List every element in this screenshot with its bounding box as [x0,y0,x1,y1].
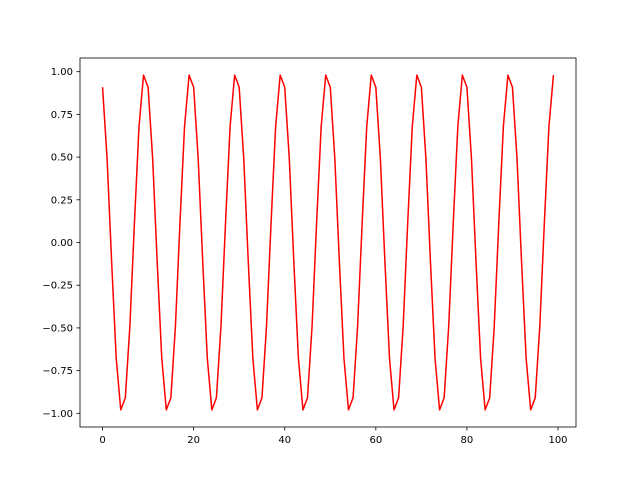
y-tick-label: 0.50 [51,153,73,164]
series-lines [101,74,555,411]
x-tick-label: 80 [461,435,474,446]
x-tick-label: 0 [99,435,105,446]
x-tick-label: 100 [548,435,567,446]
y-tick-label: −1.00 [42,409,73,420]
ticks: 0 20 40 60 80 100 1.00 0.75 0.50 0.25 0.00 −0.25 −0.… [42,67,567,446]
y-tick-label: 0.00 [51,238,73,249]
x-tick-label: 20 [187,435,200,446]
y-tick-label: −0.50 [42,323,73,334]
y-tick-label: 0.25 [51,195,73,206]
y-tick-label: 0.75 [51,110,73,121]
y-tick-label: −0.75 [42,366,73,377]
x-tick-label: 40 [278,435,291,446]
series-line [101,74,555,411]
axes-frame [79,57,577,428]
x-tick-label: 60 [369,435,382,446]
y-tick-label: −0.25 [42,281,73,292]
y-tick-label: 1.00 [51,67,73,78]
